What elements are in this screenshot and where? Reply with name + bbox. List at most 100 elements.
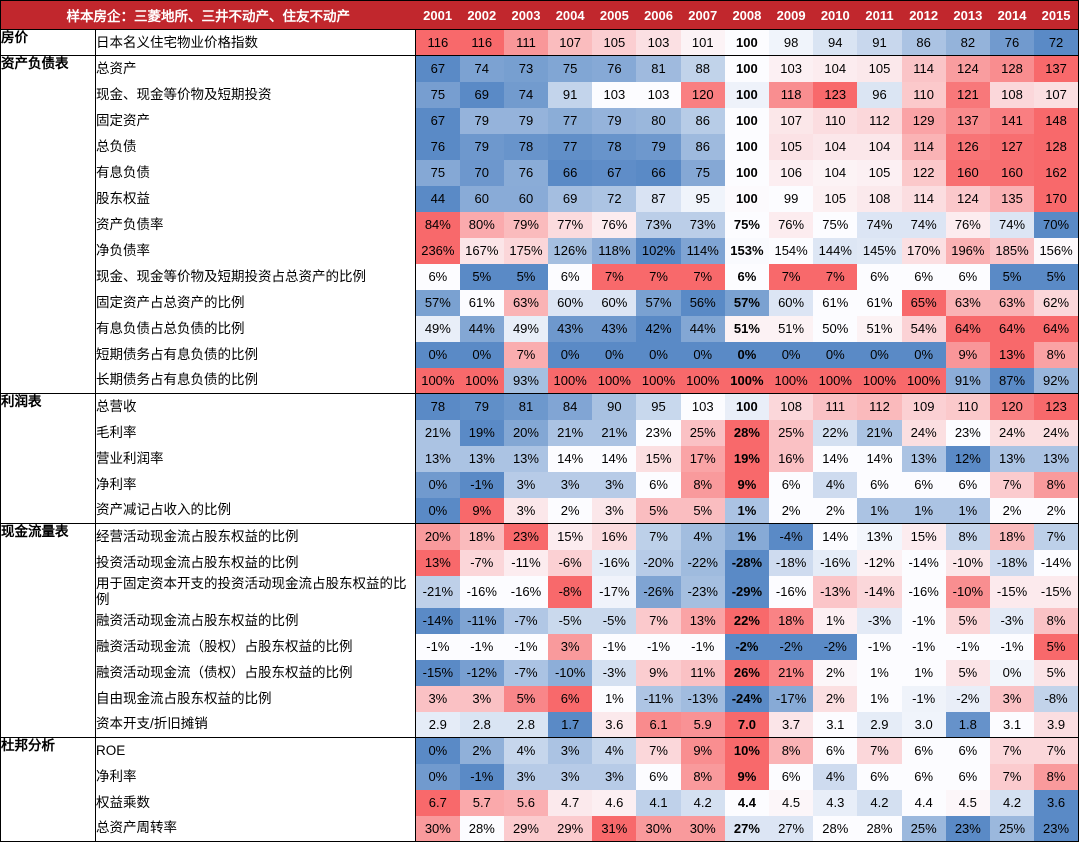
heatmap-cell: 21% (769, 659, 814, 686)
heatmap-cell: 110 (901, 81, 946, 108)
heatmap-cell: 79 (636, 133, 681, 160)
heatmap-cell: 18% (769, 607, 814, 634)
year-header: 2002 (459, 0, 504, 30)
heatmap-cell: 3.7 (769, 711, 814, 738)
heatmap-cell: 0% (636, 341, 681, 368)
heatmap-cell: 6% (769, 763, 814, 790)
heatmap-cell: 6% (901, 471, 946, 498)
heatmap-cell: 102% (636, 237, 681, 264)
heatmap-cell: 76 (503, 159, 549, 186)
heatmap-cell: -1% (989, 633, 1035, 660)
heatmap-cell: 25% (989, 815, 1035, 842)
heatmap-cell: -8% (548, 575, 593, 608)
table-row: 现金、现金等价物及短期投资 75 69 74 91 103 103 120 100 118 123 9… (1, 81, 1079, 108)
heatmap-cell: 129 (901, 107, 946, 134)
heatmap-cell: 1% (901, 659, 946, 686)
heatmap-cell: 88 (680, 55, 725, 82)
heatmap-cell: 1% (857, 497, 902, 524)
heatmap-cell: 185% (989, 237, 1035, 264)
heatmap-cell: 67 (592, 159, 637, 186)
heatmap-cell: 7% (813, 263, 858, 290)
heatmap-cell: 51% (724, 315, 769, 342)
heatmap-cell: 49% (415, 315, 460, 342)
heatmap-cell: 100% (857, 367, 902, 394)
heatmap-cell: 76 (415, 133, 460, 160)
heatmap-cell: 1% (724, 523, 769, 550)
heatmap-cell: 4% (813, 471, 858, 498)
heatmap-cell: -1% (503, 633, 549, 660)
heatmap-cell: 127 (989, 133, 1035, 160)
heatmap-cell: 87 (636, 185, 681, 212)
heatmap-cell: 13% (989, 341, 1035, 368)
heatmap-cell: -1% (857, 633, 902, 660)
heatmap-cell: 2% (813, 659, 858, 686)
heatmap-cell: 7% (989, 471, 1035, 498)
heatmap-cell: 22% (724, 607, 769, 634)
heatmap-cell: 77 (548, 107, 593, 134)
heatmap-cell: 23% (503, 523, 549, 550)
heatmap-cell: 116 (415, 29, 460, 56)
table-row: 房价 日本名义住宅物业价格指数 116 116 111 107 105 103 101 100 98… (0, 29, 1079, 56)
year-header: 2008 (724, 0, 769, 30)
heatmap-cell: -12% (857, 549, 902, 576)
heatmap-cell: -16% (592, 549, 637, 576)
heatmap-cell: 100 (724, 55, 769, 82)
heatmap-cell: 0% (592, 341, 637, 368)
heatmap-cell: 175% (503, 237, 549, 264)
heatmap-cell: 104 (813, 159, 858, 186)
heatmap-cell: 5% (945, 607, 990, 634)
heatmap-cell: 2% (813, 497, 858, 524)
heatmap-cell: 101 (680, 29, 725, 56)
heatmap-cell: 0% (857, 341, 902, 368)
heatmap-cell: 118 (769, 81, 814, 108)
heatmap-cell: 57% (724, 289, 769, 316)
heatmap-cell: -6% (548, 549, 593, 576)
section-category: 房价 (0, 29, 96, 56)
heatmap-cell: -1% (459, 763, 504, 790)
heatmap-cell: -14% (857, 575, 902, 608)
heatmap-cell: 0% (415, 341, 460, 368)
heatmap-cell: 31% (592, 815, 637, 842)
heatmap-cell: 6.7 (415, 789, 460, 816)
heatmap-cell: 112 (857, 393, 902, 420)
heatmap-cell: 13% (857, 523, 902, 550)
heatmap-cell: 5% (1034, 263, 1079, 290)
heatmap-cell: 63% (989, 289, 1035, 316)
heatmap-cell: 3.6 (592, 711, 637, 738)
heatmap-cell: 3% (989, 685, 1035, 712)
heatmap-cell: 4% (592, 737, 637, 764)
heatmap-cell: 25% (769, 419, 814, 446)
heatmap-cell: 135 (989, 185, 1035, 212)
heatmap-cell: 13% (1034, 445, 1079, 472)
heatmap-cell: 28% (857, 815, 902, 842)
heatmap-cell: 73% (636, 211, 681, 238)
heatmap-cell: 6% (548, 685, 593, 712)
heatmap-cell: 8% (769, 737, 814, 764)
heatmap-cell: 108 (857, 185, 902, 212)
heatmap-cell: 79 (459, 107, 504, 134)
heatmap-cell: 25% (901, 815, 946, 842)
heatmap-cell: 6% (945, 471, 990, 498)
row-label: ROE (95, 737, 416, 764)
heatmap-cell: 7% (857, 737, 902, 764)
heatmap-cell: 42% (636, 315, 681, 342)
heatmap-cell: -5% (548, 607, 593, 634)
heatmap-cell: 72 (592, 185, 637, 212)
row-label: 固定资产占总资产的比例 (95, 289, 416, 316)
heatmap-cell: 81 (636, 55, 681, 82)
heatmap-cell: 8% (1034, 607, 1079, 634)
table-row: 杜邦分析 ROE 0% 2% 4% 3% 4% 7% 9% 10% 8% 6% 7% 6% 6% 7% 7% (0, 737, 1079, 842)
heatmap-cell: -24% (724, 685, 769, 712)
heatmap-cell: 137 (1034, 55, 1079, 82)
heatmap-cell: 1.7 (548, 711, 593, 738)
heatmap-cell: 1.8 (945, 711, 990, 738)
heatmap-cell: 64% (989, 315, 1035, 342)
heatmap-cell: 144% (813, 237, 858, 264)
heatmap-cell: 162 (1034, 159, 1079, 186)
heatmap-cell: 137 (945, 107, 990, 134)
heatmap-cell: -3% (857, 607, 902, 634)
heatmap-cell: 21% (592, 419, 637, 446)
heatmap-cell: 170% (901, 237, 946, 264)
heatmap-cell: 75 (415, 159, 460, 186)
heatmap-cell: 65% (901, 289, 946, 316)
